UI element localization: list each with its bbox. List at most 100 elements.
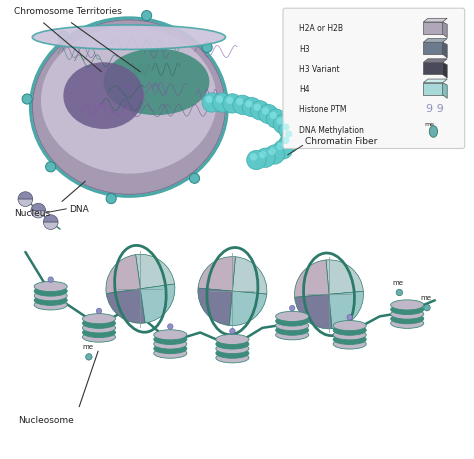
Circle shape [279,121,298,140]
Wedge shape [198,257,236,291]
Polygon shape [423,19,447,23]
Wedge shape [31,211,46,218]
Ellipse shape [154,335,187,345]
Circle shape [273,140,292,160]
Circle shape [86,354,92,360]
Circle shape [226,97,233,105]
Circle shape [277,118,284,125]
Ellipse shape [216,339,249,349]
Ellipse shape [391,300,424,310]
Wedge shape [326,260,364,295]
Ellipse shape [34,296,67,306]
Circle shape [142,11,152,22]
Ellipse shape [34,286,67,297]
Circle shape [273,115,292,134]
Wedge shape [106,255,140,294]
Circle shape [58,32,68,42]
Wedge shape [329,291,364,329]
Circle shape [202,94,221,113]
FancyBboxPatch shape [423,43,443,55]
Wedge shape [18,192,33,200]
Circle shape [256,149,275,168]
Circle shape [266,110,286,129]
Circle shape [22,95,32,105]
Wedge shape [232,257,267,295]
Ellipse shape [82,319,116,329]
Wedge shape [229,291,267,326]
FancyBboxPatch shape [423,84,443,95]
Wedge shape [136,255,174,289]
Wedge shape [106,289,145,324]
Ellipse shape [82,332,116,342]
Circle shape [106,194,116,204]
Circle shape [282,124,290,131]
Circle shape [279,134,298,154]
Wedge shape [294,260,329,298]
FancyBboxPatch shape [423,63,443,75]
Circle shape [250,101,270,121]
Circle shape [347,315,353,320]
Wedge shape [140,285,175,323]
Circle shape [265,146,284,165]
Polygon shape [443,43,447,59]
Circle shape [190,174,200,184]
Polygon shape [443,23,447,39]
Circle shape [282,128,301,147]
Circle shape [226,103,236,113]
Ellipse shape [391,314,424,324]
Text: H3 Variant: H3 Variant [299,65,340,74]
Ellipse shape [34,282,67,292]
Text: Chromosome Territories: Chromosome Territories [14,7,122,16]
Ellipse shape [82,323,116,333]
Circle shape [48,277,54,283]
Circle shape [46,162,56,173]
Ellipse shape [104,50,210,116]
Ellipse shape [333,325,366,336]
Circle shape [229,329,235,334]
Ellipse shape [333,330,366,340]
Text: DNA: DNA [69,204,89,213]
Ellipse shape [216,344,249,354]
Text: H2A or H2B: H2A or H2B [299,24,343,34]
Polygon shape [443,63,447,79]
Polygon shape [423,80,447,84]
Ellipse shape [276,325,309,336]
Wedge shape [18,200,33,207]
FancyBboxPatch shape [283,9,465,149]
Circle shape [233,96,252,115]
Text: 9 9: 9 9 [426,103,443,113]
Ellipse shape [276,330,309,340]
Text: me: me [420,294,431,301]
Wedge shape [295,295,332,329]
Circle shape [213,94,232,113]
Ellipse shape [216,335,249,345]
Circle shape [285,131,292,138]
Polygon shape [423,60,447,63]
Text: H4: H4 [299,85,310,94]
Ellipse shape [154,348,187,358]
Circle shape [250,154,257,161]
Ellipse shape [216,348,249,358]
Wedge shape [43,215,58,223]
Circle shape [290,306,295,311]
Ellipse shape [82,314,116,324]
Circle shape [246,151,266,170]
Ellipse shape [32,26,226,50]
Ellipse shape [41,28,217,174]
FancyBboxPatch shape [423,23,443,35]
Circle shape [242,98,261,118]
Circle shape [254,104,261,112]
Ellipse shape [333,335,366,345]
Ellipse shape [216,353,249,363]
Ellipse shape [34,291,67,301]
Circle shape [282,137,290,145]
Wedge shape [43,223,58,230]
Ellipse shape [391,319,424,329]
Ellipse shape [276,316,309,326]
Circle shape [96,308,102,314]
Polygon shape [423,39,447,43]
Circle shape [167,324,173,330]
Circle shape [270,112,277,120]
Ellipse shape [333,321,366,331]
Text: Nucleosome: Nucleosome [18,415,74,425]
